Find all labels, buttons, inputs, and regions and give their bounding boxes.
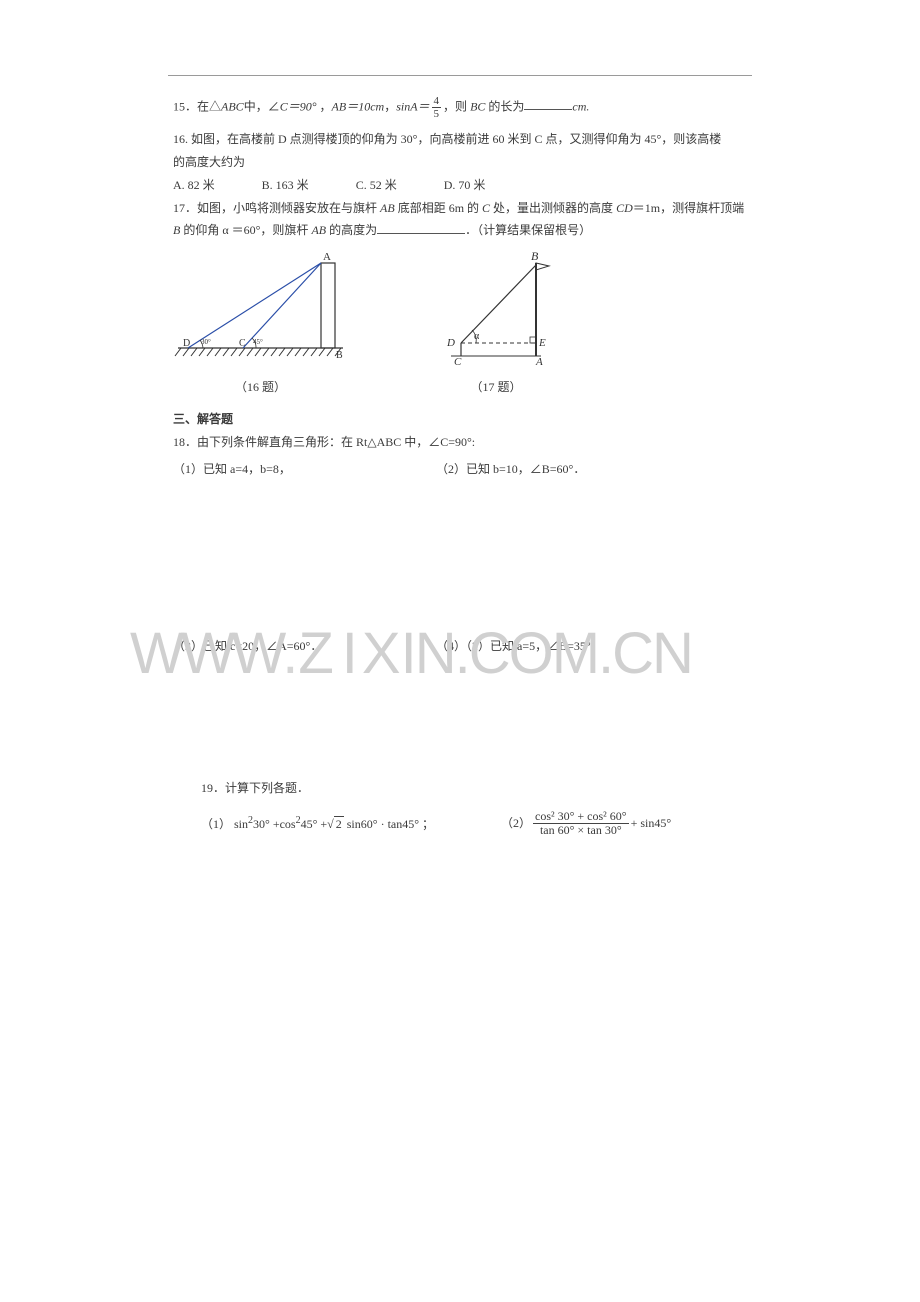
section3: 三、解答题 (173, 408, 748, 431)
q15-ab: AB＝10cm (332, 99, 385, 113)
q19-p2: （2） cos² 30° + cos² 60° tan 60° × tan 30… (501, 810, 671, 837)
q17-l1a: 17．如图，小鸣将测倾器安放在与旗杆 (173, 201, 380, 215)
fig16: A D C B 30° 45° （16 题） (173, 248, 348, 399)
q17-ab2: AB (311, 223, 326, 237)
q17-l2b: 的仰角 α ＝60°，则旗杆 (180, 223, 311, 237)
q16-opt-b: B. 163 米 (262, 174, 309, 197)
q15-comma: ， (384, 99, 396, 113)
fig17: B D E C A α （17 题） (431, 248, 561, 399)
q16-opt-c: C. 52 米 (356, 174, 397, 197)
q17-ab1: AB (380, 201, 395, 215)
q15-after: ，则 (443, 99, 470, 113)
q17-l1d: ＝1m，测得旗杆顶端 (633, 201, 744, 215)
q15-c: C＝90° (280, 99, 317, 113)
q16-opt-d: D. 70 米 (444, 174, 486, 197)
fig16-30: 30° (201, 338, 211, 346)
fig16-A: A (323, 251, 331, 263)
q15-bc: BC (470, 99, 485, 113)
q15: 15．在△ABC中，∠C＝90° ，AB＝10cm，sinA＝45，则 BC 的… (173, 95, 748, 120)
figures-row: A D C B 30° 45° （16 题） (173, 248, 748, 408)
q15-frac-den: 5 (432, 108, 442, 120)
q15-sina: sinA＝ (396, 99, 429, 113)
q17-l1c: 处，量出测倾器的高度 (490, 201, 616, 215)
q17-l2c: 的高度为 (326, 223, 377, 237)
q17-blank (377, 222, 465, 234)
q17-line1: 17．如图，小鸣将测倾器安放在与旗杆 AB 底部相距 6m 的 C 处，量出测倾… (173, 197, 748, 220)
q16-opt-a: A. 82 米 (173, 174, 215, 197)
q16-line1: 16. 如图，在高楼前 D 点测得楼顶的仰角为 30°，向高楼前进 60 米到 … (173, 128, 748, 151)
q15-frac: 45 (432, 95, 442, 120)
fig17-alpha: α (474, 331, 480, 342)
fig17-A: A (535, 356, 543, 368)
q18-p1: （1）已知 a=4，b=8， (173, 458, 433, 481)
q15-blank (524, 98, 572, 110)
watermark: WWW.ZIXIN.COM.CN (130, 620, 692, 687)
q15-prefix: 15．在△ (173, 99, 221, 113)
fig16-svg: A D C B 30° 45° (173, 248, 348, 368)
fig16-45: 45° (253, 338, 263, 346)
q15-tail: 的长为 (485, 99, 524, 113)
q15-unit: cm. (572, 99, 589, 113)
q19-p1: （1） sin230° +cos245° +√2 sin60° · tan45°… (201, 811, 501, 836)
top-rule (168, 75, 752, 76)
q16-line2: 的高度大约为 (173, 151, 748, 174)
q17-l1b: 底部相距 6m 的 (395, 201, 482, 215)
q16-options: A. 82 米 B. 163 米 C. 52 米 D. 70 米 (173, 174, 748, 197)
fig17-E: E (538, 337, 546, 349)
fig17-svg: B D E C A α (431, 248, 561, 368)
q19-p2-pre: （2） (501, 812, 531, 835)
q19-p2-tail: + sin45° (631, 812, 672, 835)
q15-abc: ABC (221, 99, 244, 113)
fig17-cap: （17 题） (431, 376, 561, 399)
q19-frac-den: tan 60° × tan 30° (533, 824, 629, 837)
q18-p2: （2）已知 b=10，∠B=60°． (436, 462, 585, 476)
q15-frac-num: 4 (432, 95, 442, 108)
q19-p1-pre: （1） (201, 817, 231, 831)
fig16-B: B (336, 350, 343, 361)
fig16-C: C (239, 338, 246, 349)
q17-l2d: ．（计算结果保留根号） (465, 223, 591, 237)
page-content: 15．在△ABC中，∠C＝90° ，AB＝10cm，sinA＝45，则 BC 的… (173, 95, 748, 838)
q17-line2: B 的仰角 α ＝60°，则旗杆 AB 的高度为．（计算结果保留根号） (173, 219, 748, 242)
q19-row: （1） sin230° +cos245° +√2 sin60° · tan45°… (201, 810, 748, 837)
q19-p1-body: sin230° +cos245° +√2 sin60° · tan45° ； (234, 817, 434, 831)
fig16-D: D (183, 338, 190, 349)
q18-row1: （1）已知 a=4，b=8， （2）已知 b=10，∠B=60°． (173, 458, 748, 481)
fig17-Cl: C (454, 356, 462, 368)
q15-m1: 中，∠ (244, 99, 280, 113)
fig17-D: D (446, 337, 455, 349)
q19-frac: cos² 30° + cos² 60° tan 60° × tan 30° (533, 810, 629, 837)
q19-title: 19．计算下列各题． (201, 777, 748, 800)
q15-sep: ， (317, 99, 332, 113)
spacer1 (173, 481, 748, 631)
q17-c: C (482, 201, 490, 215)
q18-title: 18．由下列条件解直角三角形：在 Rt△ABC 中，∠C=90°: (173, 431, 748, 454)
fig16-cap: （16 题） (173, 376, 348, 399)
q17-cd: CD (616, 201, 633, 215)
q19-frac-num: cos² 30° + cos² 60° (533, 810, 629, 824)
fig17-B: B (531, 249, 539, 263)
